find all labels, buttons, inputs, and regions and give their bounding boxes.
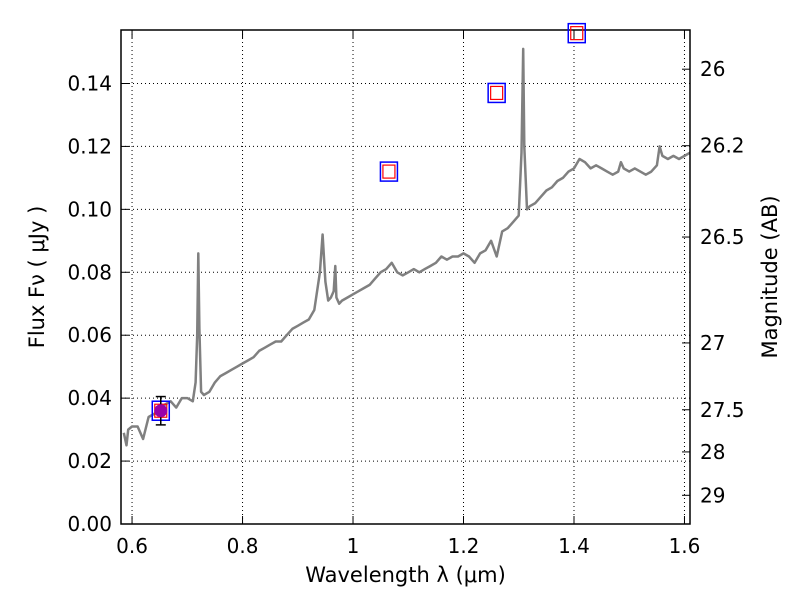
y-tick-label: 0.00 (67, 512, 112, 536)
tick-layer: 0.6 0.8 1 1.2 1.4 1.6 0.00 0.02 0.04 0.06 0.08 0.10… (67, 30, 745, 558)
photometry-square-outer (567, 22, 587, 44)
grid-layer (121, 30, 690, 525)
photometry-square-inner (382, 164, 396, 179)
x-tick-label: 1.4 (558, 534, 590, 558)
y2-tick-label: 26 (700, 57, 725, 81)
x-tick-label: 0.8 (227, 534, 259, 558)
y2-tick-label: 27.5 (700, 398, 745, 422)
x-tick-label: 1 (347, 534, 360, 558)
y2-tick-label: 27 (700, 331, 725, 355)
y-tick-label: 0.12 (67, 134, 112, 158)
y-tick-label: 0.10 (67, 197, 112, 221)
y2-tick-label: 26.2 (700, 134, 745, 158)
spectrum-line (122, 47, 690, 447)
photometry-square-outer (379, 161, 399, 182)
y-tick-label: 0.08 (67, 260, 112, 284)
y2-axis-title: Magnitude (AB) (758, 195, 782, 358)
x-tick-label: 0.6 (116, 534, 148, 558)
y2-tick-label: 28 (700, 440, 725, 464)
x-tick-label: 1.2 (448, 534, 480, 558)
measured-point (154, 404, 168, 418)
y-tick-label: 0.06 (67, 323, 112, 347)
y2-tick-label: 26.5 (700, 225, 745, 249)
photometry-square-outer (487, 82, 506, 104)
photometry-square-inner (490, 85, 504, 101)
plot-frame (120, 29, 691, 525)
y-tick-label: 0.02 (67, 449, 112, 473)
y-axis-title: Flux Fν ( μJy ) (25, 206, 49, 349)
y2-tick-label: 29 (700, 483, 725, 507)
x-axis-title: Wavelength λ (μm) (305, 563, 506, 587)
y-tick-label: 0.14 (67, 71, 112, 95)
y-tick-label: 0.04 (67, 386, 112, 410)
photometry-square-inner (570, 26, 584, 41)
plot-layer (122, 47, 690, 447)
x-tick-label: 1.6 (669, 534, 701, 558)
